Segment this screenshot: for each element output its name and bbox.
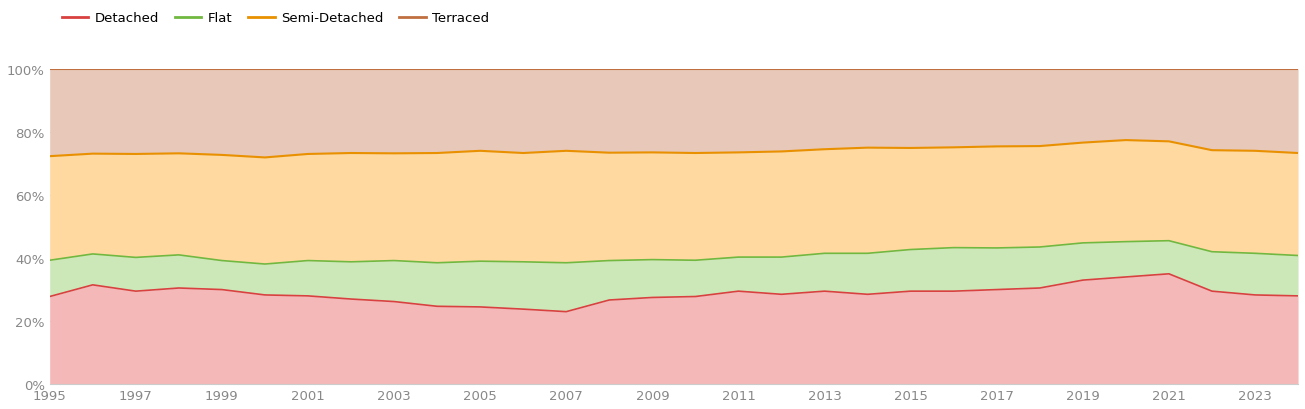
Legend: Detached, Flat, Semi-Detached, Terraced: Detached, Flat, Semi-Detached, Terraced bbox=[56, 7, 495, 31]
